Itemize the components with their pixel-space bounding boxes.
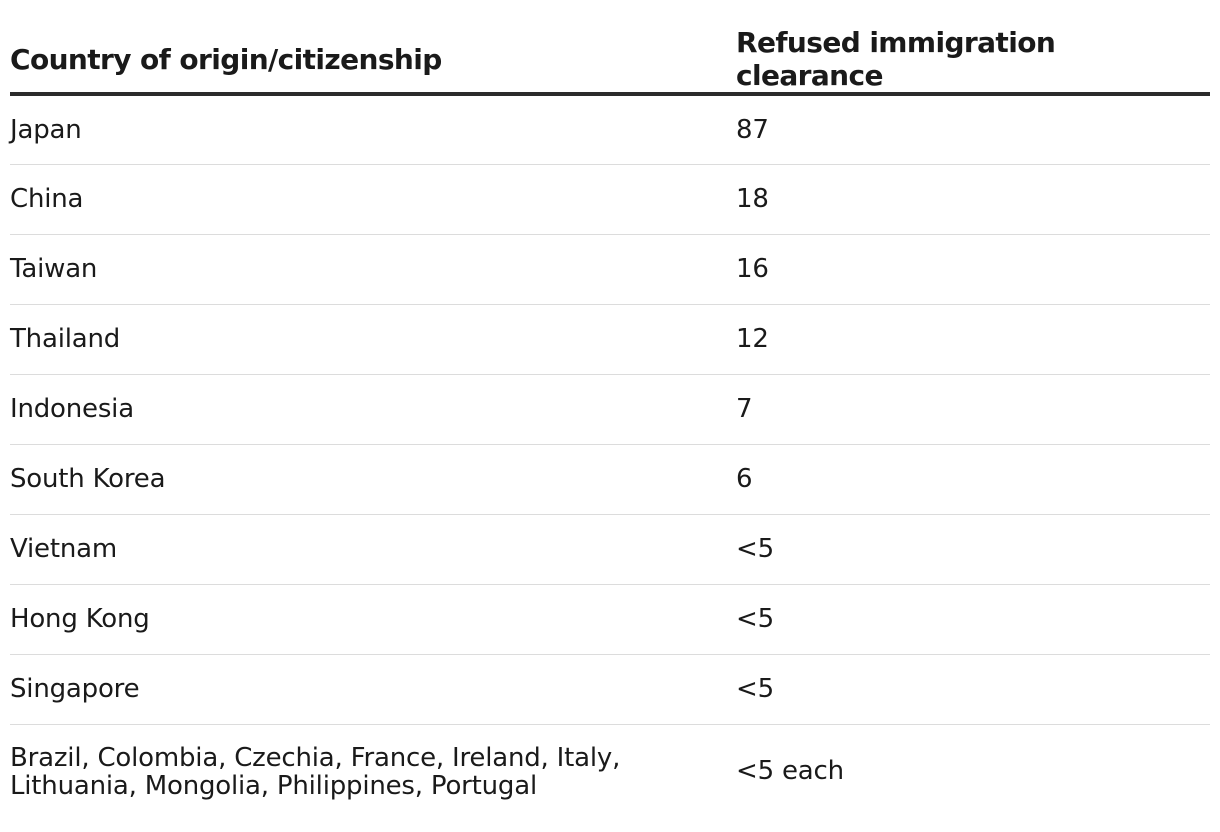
country-cell: Indonesia [10,374,736,445]
refused-cell: <5 each [736,756,844,787]
table-row: Thailand 12 [10,304,1210,375]
refused-cell: 12 [736,304,1210,375]
table-row: China 18 [10,164,1210,235]
country-cell: Singapore [10,654,736,725]
country-cell: South Korea [10,444,736,515]
column-header-refused: Refused immigration clearance [736,0,1210,96]
country-cell: Thailand [10,304,736,375]
table-row: Singapore <5 [10,654,1210,725]
table-body: Japan 87 China 18 Taiwan 16 Thailand 12 … [10,94,1210,818]
country-cell: Hong Kong [10,584,736,655]
table-row: Indonesia 7 [10,374,1210,445]
country-cell: Brazil, Colombia, Czechia, France, Irela… [10,743,621,802]
refused-cell: 16 [736,234,1210,305]
table-row: Japan 87 [10,94,1210,165]
country-cell: Vietnam [10,514,736,585]
country-cell: China [10,164,736,235]
header-row: Country of origin/citizenship Refused im… [10,0,1210,96]
data-table-container: Country of origin/citizenship Refused im… [10,0,1210,818]
table-row: Brazil, Colombia, Czechia, France, Irela… [10,724,1210,818]
refused-cell: <5 [736,514,1210,585]
table-row: Vietnam <5 [10,514,1210,585]
refused-cell: <5 [736,654,1210,725]
refused-cell: 18 [736,164,1210,235]
table-row: Taiwan 16 [10,234,1210,305]
country-cell: Taiwan [10,234,736,305]
refused-cell: 7 [736,374,1210,445]
table-row: Hong Kong <5 [10,584,1210,655]
refusals-table: Country of origin/citizenship Refused im… [10,0,1210,818]
refused-cell: 6 [736,444,1210,515]
refused-cell: <5 [736,584,1210,655]
table-row: South Korea 6 [10,444,1210,515]
column-header-country: Country of origin/citizenship [10,0,736,96]
table-header: Country of origin/citizenship Refused im… [10,0,1210,96]
refused-cell: 87 [736,94,1210,165]
country-cell: Japan [10,94,736,165]
